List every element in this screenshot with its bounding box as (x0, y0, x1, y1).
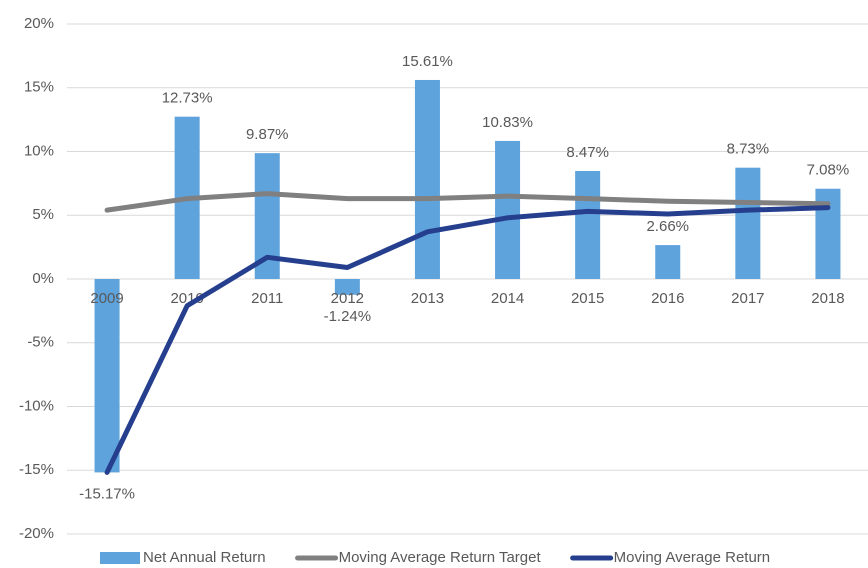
x-tick-label: 2017 (731, 290, 764, 307)
data-label: -15.17% (79, 485, 135, 502)
y-tick-label: 5% (32, 206, 54, 223)
data-label: 8.47% (566, 144, 609, 161)
data-label: 8.73% (727, 141, 770, 158)
legend-label: Moving Average Return Target (339, 549, 542, 566)
data-label: 15.61% (402, 53, 453, 70)
y-tick-label: 0% (32, 270, 54, 287)
y-tick-label: 20% (24, 15, 54, 32)
y-tick-label: 10% (24, 142, 54, 159)
legend-label: Moving Average Return (614, 549, 770, 566)
x-tick-label: 2015 (571, 290, 604, 307)
legend-swatch (100, 552, 140, 564)
x-tick-label: 2011 (251, 290, 283, 307)
data-label: 12.73% (162, 90, 213, 107)
line (104, 205, 831, 475)
bar (575, 171, 601, 279)
x-tick-label: 2012 (331, 290, 364, 307)
bar (655, 245, 681, 279)
bar (94, 279, 120, 473)
x-tick-label: 2016 (651, 290, 684, 307)
x-tick-label: 2009 (90, 290, 123, 307)
x-tick-label: 2014 (491, 290, 524, 307)
x-tick-label: 2018 (811, 290, 844, 307)
y-tick-label: -10% (19, 397, 54, 414)
bar (735, 167, 761, 279)
y-tick-label: -20% (19, 525, 54, 542)
data-label: 7.08% (807, 162, 850, 179)
data-label: 10.83% (482, 114, 533, 131)
data-label: -1.24% (324, 308, 372, 325)
line (104, 191, 831, 213)
bar (414, 79, 440, 279)
y-tick-label: 15% (24, 79, 54, 96)
bar (495, 140, 521, 279)
y-tick-label: -15% (19, 461, 54, 478)
bar (334, 279, 360, 295)
x-tick-label: 2013 (411, 290, 444, 307)
y-tick-label: -5% (27, 334, 54, 351)
legend-label: Net Annual Return (143, 549, 266, 566)
data-label: 9.87% (246, 126, 289, 143)
data-label: 2.66% (646, 218, 689, 235)
